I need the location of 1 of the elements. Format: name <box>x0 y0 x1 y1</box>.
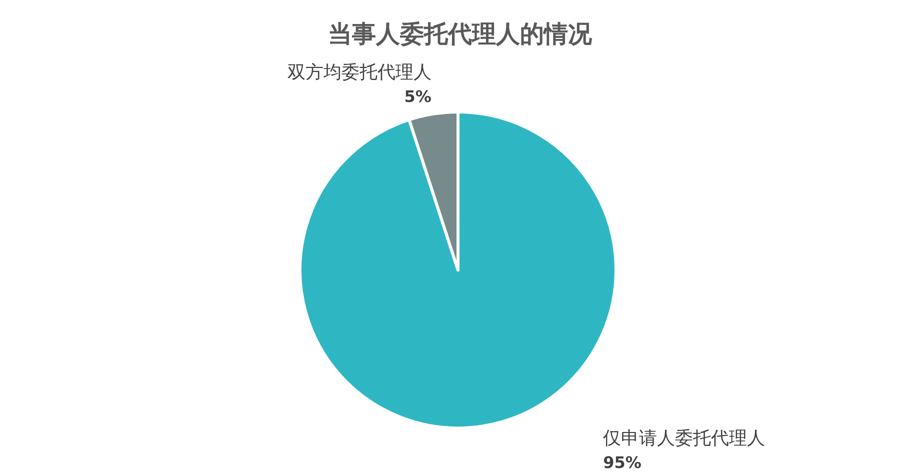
title: 当事人委托代理人的情况 <box>328 20 592 48</box>
